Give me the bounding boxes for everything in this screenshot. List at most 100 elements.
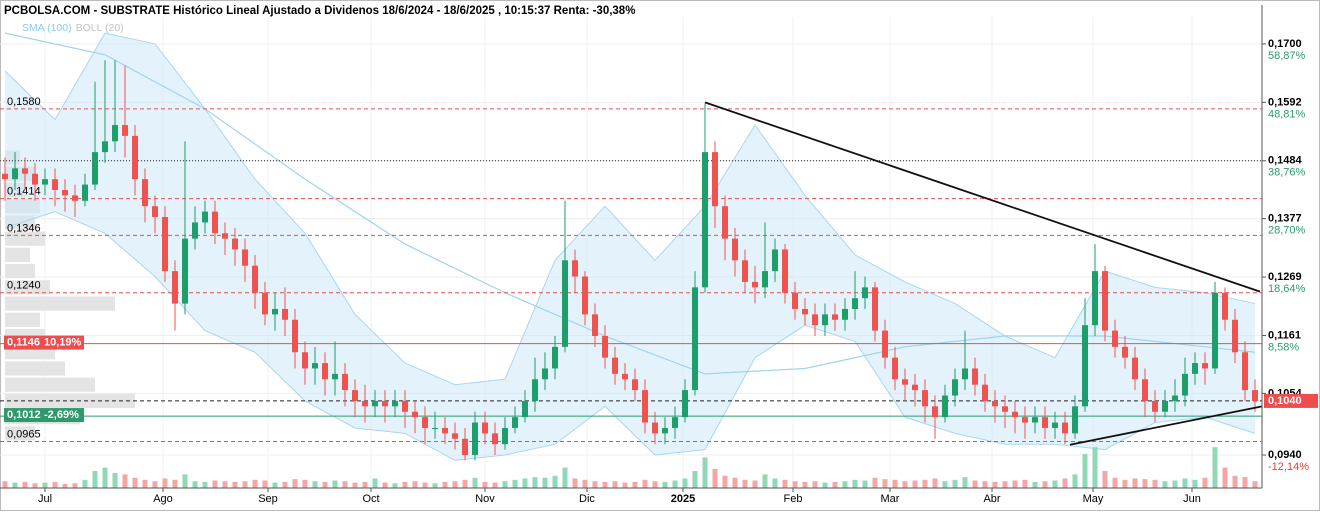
volume-bar xyxy=(752,480,758,488)
candle-body xyxy=(882,330,888,358)
volume-bar xyxy=(712,468,718,488)
candle-body xyxy=(232,238,238,250)
volume-bar xyxy=(1152,479,1158,488)
volume-bar xyxy=(682,478,688,488)
volume-bar xyxy=(182,474,188,488)
volume-bar xyxy=(1032,481,1038,488)
volume-bar xyxy=(1162,481,1168,488)
volume-bar xyxy=(592,481,598,488)
x-tick-label: Oct xyxy=(362,493,379,505)
volume-bar xyxy=(942,481,948,488)
volume-bar xyxy=(212,480,218,488)
candle-body xyxy=(512,417,518,428)
candle-body xyxy=(592,314,598,337)
y-tick-pct: 28,70% xyxy=(1268,225,1306,237)
chart-title: PCBOLSA.COM - SUBSTRATE Histórico Lineal… xyxy=(4,5,635,17)
candle-body xyxy=(442,427,448,434)
volume-bar xyxy=(222,481,228,488)
candle-body xyxy=(582,276,588,315)
x-tick-label: Ago xyxy=(153,493,173,505)
volume-bar xyxy=(1222,467,1228,488)
volume-bar xyxy=(972,480,978,488)
volume-bar xyxy=(112,473,118,488)
volume-bar xyxy=(512,479,518,488)
candle-body xyxy=(502,427,508,445)
volume-bar xyxy=(722,475,728,488)
volume-bar xyxy=(262,480,268,488)
candle-body xyxy=(1062,422,1068,434)
volume-bar xyxy=(582,479,588,488)
volume-bar xyxy=(532,477,538,488)
candle-body xyxy=(812,314,818,326)
volume-bar xyxy=(842,481,848,488)
candle-body xyxy=(372,400,378,407)
volume-bar xyxy=(1112,477,1118,488)
candle-body xyxy=(862,287,868,299)
candle-body xyxy=(602,336,608,358)
candle-body xyxy=(1042,417,1048,428)
sma-line xyxy=(4,32,1256,375)
volume-bar xyxy=(492,482,498,488)
volume-bar xyxy=(312,481,318,488)
candle-body xyxy=(32,173,38,185)
volume-bar xyxy=(642,479,648,488)
candle-body xyxy=(262,292,268,315)
volume-bar xyxy=(92,471,98,488)
volume-bar xyxy=(732,477,738,488)
level-box xyxy=(4,408,84,423)
candle-body xyxy=(522,400,528,418)
volume-bar xyxy=(932,478,938,488)
candle-body xyxy=(162,217,168,272)
y-tick-pct: 38,76% xyxy=(1268,167,1306,179)
candle-body xyxy=(412,411,418,418)
legend: SMA (100) BOLL (20) xyxy=(22,22,124,34)
volume-bar xyxy=(852,479,858,488)
candle-body xyxy=(1202,363,1208,369)
volume-bar xyxy=(872,477,878,488)
candle-body xyxy=(1022,417,1028,423)
volume-bar xyxy=(1252,481,1258,488)
volume-bar xyxy=(522,478,528,488)
bollinger-upper xyxy=(4,32,1256,386)
volume-bar xyxy=(482,481,488,488)
volume-bar xyxy=(372,478,378,488)
volume-bar xyxy=(1022,479,1028,488)
volume-bar xyxy=(72,483,78,488)
candle-body xyxy=(842,308,848,320)
volume-bar xyxy=(252,479,258,488)
candle-body xyxy=(182,238,188,304)
candle-body xyxy=(682,390,688,418)
legend-entry: BOLL (20) xyxy=(76,22,124,34)
candle-body xyxy=(132,135,138,180)
volume-bar xyxy=(882,479,888,488)
candle-body xyxy=(272,308,278,315)
volume-bar xyxy=(202,481,208,488)
candle-body xyxy=(992,400,998,407)
volume-bar xyxy=(1082,454,1088,488)
candle-body xyxy=(552,346,558,369)
x-tick-label: Jul xyxy=(38,493,52,505)
candle-body xyxy=(432,427,438,429)
candle-body xyxy=(792,292,798,309)
candle-body xyxy=(1162,400,1168,412)
y-tick-pct: 8,58% xyxy=(1268,341,1299,353)
volume-bar xyxy=(1172,480,1178,488)
volume-bar xyxy=(192,481,198,488)
candle-body xyxy=(402,400,408,412)
volume-bar xyxy=(992,481,998,488)
volume-bar xyxy=(12,482,18,488)
volume-bar xyxy=(572,478,578,488)
candle-body xyxy=(192,222,198,239)
volume-bar xyxy=(832,481,838,488)
volume-bar xyxy=(22,481,28,488)
volume-bar xyxy=(1072,474,1078,488)
volume-bar xyxy=(152,481,158,488)
candle-body xyxy=(1152,400,1158,412)
volume-bar xyxy=(322,481,328,488)
volume-bar xyxy=(952,479,958,488)
volume-bar xyxy=(392,483,398,488)
candle-body xyxy=(1182,373,1188,396)
price-label: 0,1040 xyxy=(1268,395,1302,407)
candle-body xyxy=(452,433,458,439)
candle-body xyxy=(52,179,58,190)
